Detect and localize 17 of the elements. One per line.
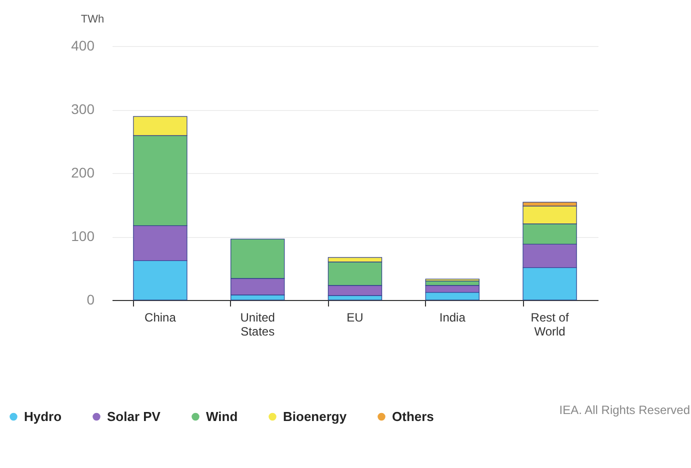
y-tick-label: 400 <box>71 38 95 54</box>
y-tick-label: 300 <box>71 101 95 117</box>
legend-label: Wind <box>206 408 238 424</box>
y-axis-title: TWh <box>80 14 104 26</box>
x-tick-label: Rest of World <box>530 310 570 338</box>
legend-label: Solar PV <box>107 408 161 424</box>
legend-label: Bioenergy <box>283 408 348 424</box>
x-tick-label: United States <box>240 310 275 338</box>
y-tick-label: 0 <box>86 292 95 308</box>
legend-label: Others <box>392 408 434 424</box>
x-tick-label: EU <box>346 310 364 324</box>
y-tick-label: 100 <box>71 228 95 244</box>
y-tick-label: 200 <box>71 164 95 180</box>
x-tick-label: India <box>439 310 466 324</box>
legend-label: Hydro <box>24 408 62 424</box>
x-tick-label: China <box>144 310 176 324</box>
text: IEA. All Rights Reserved <box>559 403 690 417</box>
